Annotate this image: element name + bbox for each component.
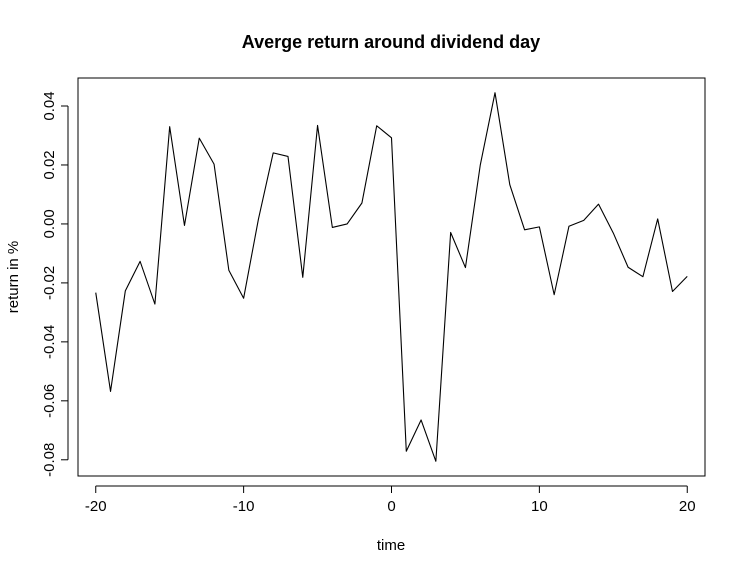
y-tick-label: 0.04	[41, 91, 58, 120]
y-tick-label: 0.00	[41, 209, 58, 238]
y-axis-label: return in %	[5, 241, 22, 314]
y-tick-label: -0.02	[41, 266, 58, 300]
y-tick-label: 0.02	[41, 150, 58, 179]
plot-frame	[77, 77, 706, 477]
x-tick-label: 10	[531, 498, 548, 515]
x-tick-label: 20	[679, 498, 696, 515]
x-tick-label: -10	[233, 498, 255, 515]
series-line	[95, 92, 688, 462]
x-axis-label: time	[377, 537, 405, 554]
chart-title: Averge return around dividend day	[242, 32, 540, 52]
x-tick-label: -20	[85, 498, 107, 515]
y-tick-label: -0.04	[41, 325, 58, 359]
y-axis: -0.08 -0.06 -0.04 -0.02 0.00 0.02 0.04	[41, 91, 69, 477]
x-tick-label: 0	[387, 498, 395, 515]
y-tick-label: -0.08	[41, 443, 58, 477]
x-axis: -20 -10 0 10 20	[85, 485, 696, 515]
y-tick-label: -0.06	[41, 384, 58, 418]
